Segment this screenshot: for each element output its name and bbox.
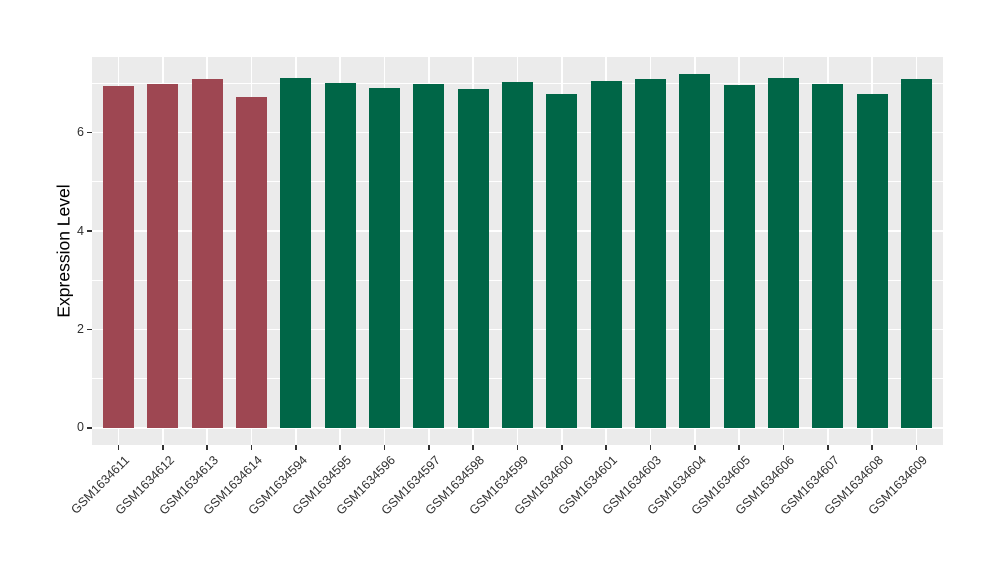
plot-panel (92, 57, 943, 445)
x-tick-mark (694, 445, 696, 450)
x-tick-mark (472, 445, 474, 450)
bar-GSM1634613 (191, 79, 223, 428)
y-tick-mark (86, 230, 92, 232)
bar-GSM1634607 (812, 83, 844, 428)
y-tick-label: 0 (77, 420, 84, 435)
y-tick-label: 2 (77, 321, 84, 336)
x-tick-mark (295, 445, 297, 450)
x-tick-mark (516, 445, 519, 450)
bar-GSM1634614 (236, 97, 268, 428)
y-tick-mark (86, 427, 92, 429)
x-tick-mark (649, 445, 652, 450)
bar-GSM1634609 (900, 79, 932, 428)
bar-GSM1634599 (502, 82, 533, 428)
x-tick-mark (605, 445, 607, 450)
x-tick-mark (250, 445, 253, 450)
bar-GSM1634605 (723, 84, 755, 428)
bar-GSM1634611 (103, 86, 135, 428)
y-tick-mark (86, 131, 92, 134)
x-tick-mark (339, 445, 341, 450)
x-tick-mark (782, 445, 785, 450)
y-tick-label: 4 (77, 223, 84, 238)
bar-GSM1634608 (856, 93, 888, 428)
bar-GSM1634604 (679, 74, 711, 428)
bar-GSM1634596 (369, 88, 401, 428)
x-tick-mark (827, 445, 829, 450)
y-axis-title: Expression Level (53, 184, 74, 318)
bar-GSM1634606 (767, 78, 799, 428)
x-tick-mark (428, 445, 430, 450)
x-tick-mark (561, 445, 563, 450)
bar-GSM1634594 (280, 77, 312, 428)
bar-GSM1634598 (457, 89, 489, 428)
bar-GSM1634600 (546, 93, 578, 428)
x-tick-mark (383, 445, 386, 450)
bar-GSM1634597 (413, 83, 445, 428)
bar-GSM1634603 (634, 79, 666, 428)
y-tick-mark (86, 328, 92, 331)
x-tick-mark (162, 445, 164, 450)
y-tick-label: 6 (77, 125, 84, 140)
x-tick-mark (117, 445, 120, 450)
x-tick-mark (915, 445, 918, 450)
x-tick-mark (206, 445, 208, 450)
bar-GSM1634612 (147, 83, 179, 428)
bar-GSM1634601 (590, 81, 622, 428)
x-tick-mark (871, 445, 873, 450)
bar-GSM1634595 (324, 82, 356, 428)
x-tick-mark (738, 445, 740, 450)
